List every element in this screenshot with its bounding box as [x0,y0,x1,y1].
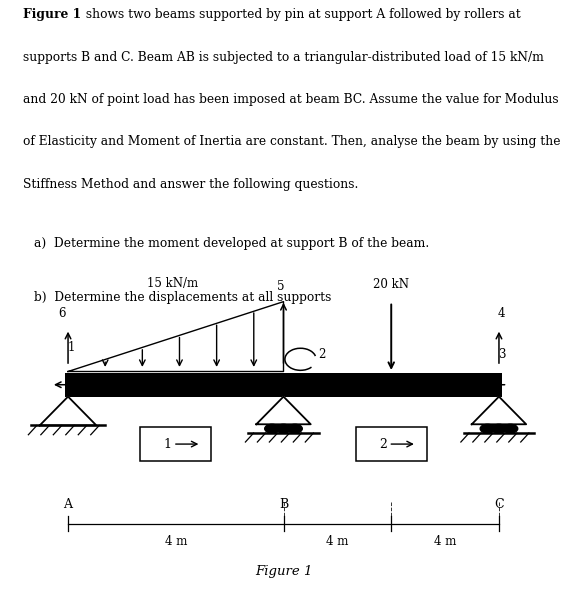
Circle shape [480,424,495,433]
Text: 6: 6 [58,307,66,320]
Text: 2: 2 [379,437,387,450]
Text: 4 m: 4 m [164,535,187,547]
FancyBboxPatch shape [356,427,427,461]
Text: 1: 1 [163,437,171,450]
Text: Stiffness Method and answer the following questions.: Stiffness Method and answer the followin… [23,178,358,191]
Text: 4: 4 [498,307,506,320]
FancyBboxPatch shape [140,427,211,461]
Text: 4 m: 4 m [326,535,349,547]
Text: Figure 1: Figure 1 [255,565,312,578]
Circle shape [265,424,280,433]
Text: 4 m: 4 m [434,535,456,547]
Circle shape [287,424,302,433]
Text: shows two beams supported by pin at support A followed by rollers at: shows two beams supported by pin at supp… [82,8,521,21]
Text: C: C [494,499,503,511]
Circle shape [276,424,291,433]
Polygon shape [40,397,96,425]
Polygon shape [256,397,311,424]
Circle shape [503,424,518,433]
Text: of Elasticity and Moment of Inertia are constant. Then, analyse the beam by usin: of Elasticity and Moment of Inertia are … [23,136,560,149]
Text: and 20 kN of point load has been imposed at beam BC. Assume the value for Modulu: and 20 kN of point load has been imposed… [23,93,558,106]
Text: b)  Determine the displacements at all supports: b) Determine the displacements at all su… [34,292,331,305]
Text: supports B and C. Beam AB is subjected to a triangular-distributed load of 15 kN: supports B and C. Beam AB is subjected t… [23,51,544,64]
Text: 1: 1 [67,341,75,354]
Text: A: A [64,499,73,511]
Text: 20 kN: 20 kN [373,278,409,292]
Circle shape [492,424,506,433]
Text: B: B [279,499,288,511]
Text: 3: 3 [498,348,506,361]
Text: 15 kN/m: 15 kN/m [147,277,198,290]
Bar [65,373,502,397]
Text: 5: 5 [277,280,285,293]
Text: Figure 1: Figure 1 [23,8,81,21]
Polygon shape [472,397,526,424]
Text: 2: 2 [319,347,326,361]
Text: a)  Determine the moment developed at support B of the beam.: a) Determine the moment developed at sup… [34,237,429,250]
